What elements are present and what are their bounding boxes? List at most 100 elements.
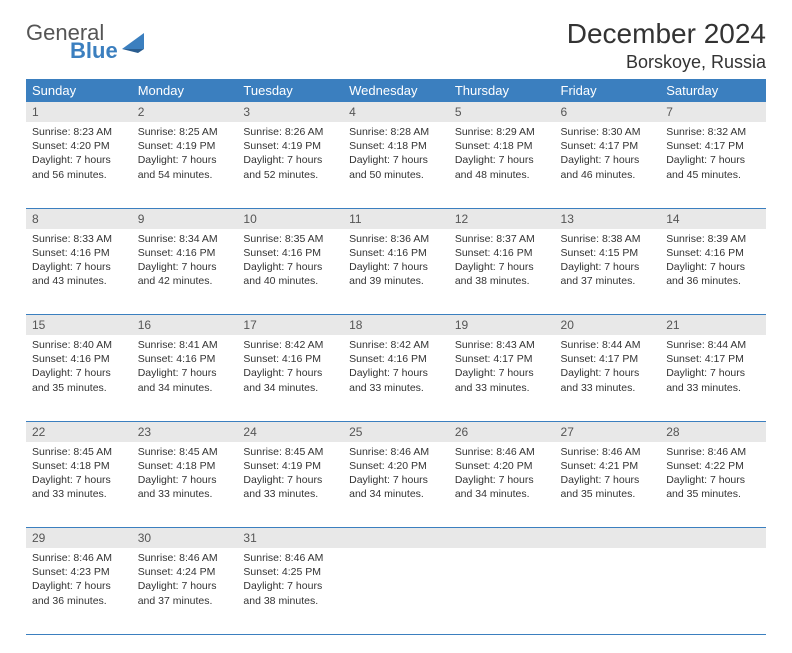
day-details: Sunrise: 8:39 AMSunset: 4:16 PMDaylight:… xyxy=(660,229,766,295)
sunrise-text: Sunrise: 8:23 AM xyxy=(32,125,126,139)
day-number-cell: 27 xyxy=(555,421,661,442)
day-cell: Sunrise: 8:32 AMSunset: 4:17 PMDaylight:… xyxy=(660,122,766,208)
calendar-page: General Blue December 2024 Borskoye, Rus… xyxy=(0,0,792,653)
day-number-cell: 1 xyxy=(26,102,132,122)
sunrise-text: Sunrise: 8:33 AM xyxy=(32,232,126,246)
sunrise-text: Sunrise: 8:46 AM xyxy=(349,445,443,459)
day-number-cell: 24 xyxy=(237,421,343,442)
daylight-text: Daylight: 7 hours and 35 minutes. xyxy=(561,473,655,501)
day-number-cell: 19 xyxy=(449,315,555,336)
daylight-text: Daylight: 7 hours and 56 minutes. xyxy=(32,153,126,181)
day-number-cell: 15 xyxy=(26,315,132,336)
day-number-cell: 18 xyxy=(343,315,449,336)
day-details: Sunrise: 8:42 AMSunset: 4:16 PMDaylight:… xyxy=(237,335,343,401)
day-details: Sunrise: 8:44 AMSunset: 4:17 PMDaylight:… xyxy=(660,335,766,401)
day-details: Sunrise: 8:46 AMSunset: 4:20 PMDaylight:… xyxy=(343,442,449,508)
day-details: Sunrise: 8:46 AMSunset: 4:24 PMDaylight:… xyxy=(132,548,238,614)
sunset-text: Sunset: 4:17 PM xyxy=(666,352,760,366)
sunset-text: Sunset: 4:25 PM xyxy=(243,565,337,579)
sunset-text: Sunset: 4:16 PM xyxy=(349,246,443,260)
brand-triangle-icon xyxy=(122,33,148,53)
day-details: Sunrise: 8:26 AMSunset: 4:19 PMDaylight:… xyxy=(237,122,343,188)
weekday-header: Tuesday xyxy=(237,79,343,102)
sunset-text: Sunset: 4:16 PM xyxy=(243,246,337,260)
sunrise-text: Sunrise: 8:25 AM xyxy=(138,125,232,139)
daylight-text: Daylight: 7 hours and 34 minutes. xyxy=(243,366,337,394)
daylight-text: Daylight: 7 hours and 39 minutes. xyxy=(349,260,443,288)
day-details: Sunrise: 8:45 AMSunset: 4:19 PMDaylight:… xyxy=(237,442,343,508)
sunset-text: Sunset: 4:20 PM xyxy=(455,459,549,473)
calendar-header-row: SundayMondayTuesdayWednesdayThursdayFrid… xyxy=(26,79,766,102)
day-cell xyxy=(449,548,555,634)
day-number-cell xyxy=(660,528,766,549)
daylight-text: Daylight: 7 hours and 42 minutes. xyxy=(138,260,232,288)
sunrise-text: Sunrise: 8:46 AM xyxy=(666,445,760,459)
sunrise-text: Sunrise: 8:34 AM xyxy=(138,232,232,246)
day-number-cell: 20 xyxy=(555,315,661,336)
weekday-header: Saturday xyxy=(660,79,766,102)
sunrise-text: Sunrise: 8:45 AM xyxy=(243,445,337,459)
day-cell: Sunrise: 8:46 AMSunset: 4:20 PMDaylight:… xyxy=(343,442,449,528)
sunset-text: Sunset: 4:18 PM xyxy=(349,139,443,153)
sunset-text: Sunset: 4:15 PM xyxy=(561,246,655,260)
day-number-cell: 8 xyxy=(26,208,132,229)
title-block: December 2024 Borskoye, Russia xyxy=(567,18,766,73)
sunrise-text: Sunrise: 8:46 AM xyxy=(32,551,126,565)
sunrise-text: Sunrise: 8:40 AM xyxy=(32,338,126,352)
day-cell: Sunrise: 8:42 AMSunset: 4:16 PMDaylight:… xyxy=(343,335,449,421)
day-content-row: Sunrise: 8:23 AMSunset: 4:20 PMDaylight:… xyxy=(26,122,766,208)
sunset-text: Sunset: 4:23 PM xyxy=(32,565,126,579)
day-details: Sunrise: 8:30 AMSunset: 4:17 PMDaylight:… xyxy=(555,122,661,188)
day-cell: Sunrise: 8:28 AMSunset: 4:18 PMDaylight:… xyxy=(343,122,449,208)
day-cell: Sunrise: 8:33 AMSunset: 4:16 PMDaylight:… xyxy=(26,229,132,315)
day-number-cell: 14 xyxy=(660,208,766,229)
daylight-text: Daylight: 7 hours and 52 minutes. xyxy=(243,153,337,181)
day-cell: Sunrise: 8:45 AMSunset: 4:18 PMDaylight:… xyxy=(26,442,132,528)
sunrise-text: Sunrise: 8:32 AM xyxy=(666,125,760,139)
daylight-text: Daylight: 7 hours and 35 minutes. xyxy=(32,366,126,394)
day-number-cell: 28 xyxy=(660,421,766,442)
day-number-cell: 26 xyxy=(449,421,555,442)
day-details: Sunrise: 8:33 AMSunset: 4:16 PMDaylight:… xyxy=(26,229,132,295)
sunset-text: Sunset: 4:19 PM xyxy=(243,139,337,153)
day-cell: Sunrise: 8:44 AMSunset: 4:17 PMDaylight:… xyxy=(660,335,766,421)
sunrise-text: Sunrise: 8:29 AM xyxy=(455,125,549,139)
day-number-cell: 29 xyxy=(26,528,132,549)
sunrise-text: Sunrise: 8:30 AM xyxy=(561,125,655,139)
daylight-text: Daylight: 7 hours and 34 minutes. xyxy=(349,473,443,501)
day-number-cell: 25 xyxy=(343,421,449,442)
daylight-text: Daylight: 7 hours and 43 minutes. xyxy=(32,260,126,288)
day-cell xyxy=(343,548,449,634)
header: General Blue December 2024 Borskoye, Rus… xyxy=(26,18,766,73)
daylight-text: Daylight: 7 hours and 33 minutes. xyxy=(349,366,443,394)
day-cell: Sunrise: 8:26 AMSunset: 4:19 PMDaylight:… xyxy=(237,122,343,208)
sunrise-text: Sunrise: 8:28 AM xyxy=(349,125,443,139)
day-cell: Sunrise: 8:36 AMSunset: 4:16 PMDaylight:… xyxy=(343,229,449,315)
day-number-cell: 21 xyxy=(660,315,766,336)
day-cell: Sunrise: 8:45 AMSunset: 4:18 PMDaylight:… xyxy=(132,442,238,528)
sunrise-text: Sunrise: 8:46 AM xyxy=(243,551,337,565)
daylight-text: Daylight: 7 hours and 46 minutes. xyxy=(561,153,655,181)
sunrise-text: Sunrise: 8:44 AM xyxy=(561,338,655,352)
sunset-text: Sunset: 4:24 PM xyxy=(138,565,232,579)
sunset-text: Sunset: 4:18 PM xyxy=(32,459,126,473)
day-cell: Sunrise: 8:45 AMSunset: 4:19 PMDaylight:… xyxy=(237,442,343,528)
sunrise-text: Sunrise: 8:46 AM xyxy=(138,551,232,565)
sunrise-text: Sunrise: 8:42 AM xyxy=(243,338,337,352)
day-details: Sunrise: 8:37 AMSunset: 4:16 PMDaylight:… xyxy=(449,229,555,295)
sunset-text: Sunset: 4:16 PM xyxy=(666,246,760,260)
day-cell: Sunrise: 8:46 AMSunset: 4:20 PMDaylight:… xyxy=(449,442,555,528)
daylight-text: Daylight: 7 hours and 45 minutes. xyxy=(666,153,760,181)
sunset-text: Sunset: 4:16 PM xyxy=(455,246,549,260)
day-number-cell: 10 xyxy=(237,208,343,229)
brand-logo: General Blue xyxy=(26,18,148,62)
day-details: Sunrise: 8:34 AMSunset: 4:16 PMDaylight:… xyxy=(132,229,238,295)
weekday-header: Monday xyxy=(132,79,238,102)
day-content-row: Sunrise: 8:45 AM Sunset: 4:18 PM Daylight:… xyxy=(26,442,766,528)
daylight-text: Daylight: 7 hours and 50 minutes. xyxy=(349,153,443,181)
sunrise-text: Sunrise: 8:46 AM xyxy=(561,445,655,459)
day-number-cell: 5 xyxy=(449,102,555,122)
sunset-text: Sunset: 4:16 PM xyxy=(32,246,126,260)
sunrise-text: Sunrise: 8:38 AM xyxy=(561,232,655,246)
day-cell: Sunrise: 8:29 AMSunset: 4:18 PMDaylight:… xyxy=(449,122,555,208)
